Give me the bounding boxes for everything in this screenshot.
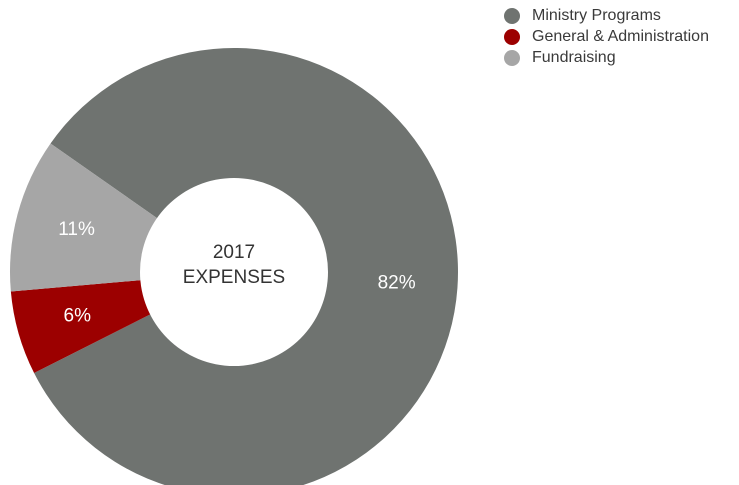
center-label-line-2: EXPENSES	[183, 267, 285, 288]
legend-label-ministry-programs: Ministry Programs	[532, 6, 661, 24]
legend-swatch-general-administration	[504, 28, 520, 45]
chart-legend: Ministry Programs General & Administrati…	[504, 5, 709, 68]
legend-swatch-fundraising	[504, 49, 520, 66]
legend-item-fundraising: Fundraising	[504, 47, 709, 68]
legend-label-fundraising: Fundraising	[532, 48, 616, 66]
center-label-line-1: 2017	[213, 242, 255, 263]
legend-swatch-ministry-programs	[504, 7, 520, 24]
legend-item-ministry-programs: Ministry Programs	[504, 5, 709, 26]
slice-label-ministry-programs: 82%	[378, 273, 416, 294]
legend-label-general-administration: General & Administration	[532, 27, 709, 45]
slice-label-general-administration: 6%	[64, 306, 92, 327]
donut-hole	[140, 178, 328, 366]
legend-item-general-administration: General & Administration	[504, 26, 709, 47]
slice-label-fundraising: 11%	[58, 219, 95, 240]
